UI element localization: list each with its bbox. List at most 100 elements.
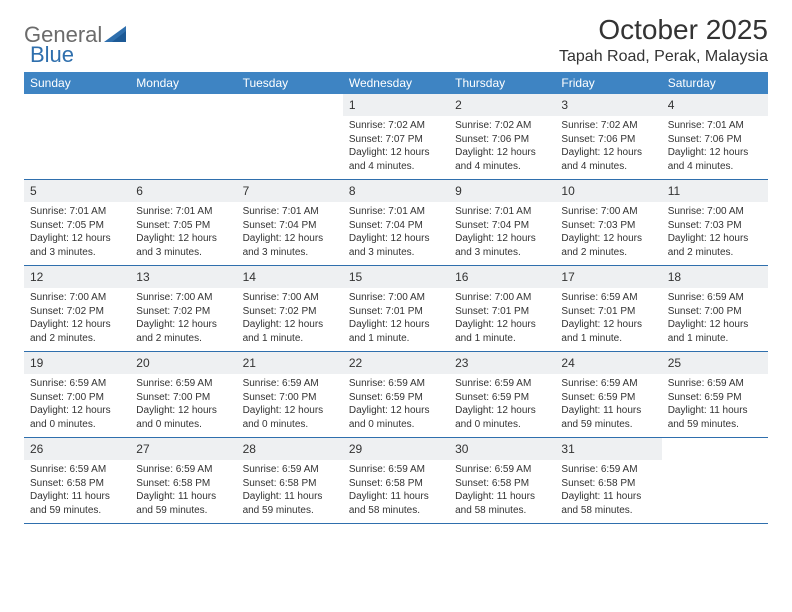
day-number: 7 [243, 184, 250, 198]
daynum-row: 22 [343, 352, 449, 374]
daynum-row: 10 [555, 180, 661, 202]
daynum-row: 4 [662, 94, 768, 116]
day-info: Sunrise: 7:00 AMSunset: 7:02 PMDaylight:… [136, 291, 230, 345]
day-info: Sunrise: 6:59 AMSunset: 7:01 PMDaylight:… [561, 291, 655, 345]
day-info: Sunrise: 6:59 AMSunset: 6:59 PMDaylight:… [561, 377, 655, 431]
calendar-cell: 3 Sunrise: 7:02 AMSunset: 7:06 PMDaylight… [555, 94, 661, 179]
day-info: Sunrise: 6:59 AMSunset: 6:59 PMDaylight:… [349, 377, 443, 431]
daynum-row: 14 [237, 266, 343, 288]
day-number: 8 [349, 184, 356, 198]
day-info: Sunrise: 6:59 AMSunset: 6:58 PMDaylight:… [243, 463, 337, 517]
day-info: Sunrise: 7:01 AMSunset: 7:05 PMDaylight:… [30, 205, 124, 259]
daynum-row: 31 [555, 438, 661, 460]
calendar-cell: 25Sunrise: 6:59 AMSunset: 6:59 PMDayligh… [662, 352, 768, 437]
day-info: Sunrise: 6:59 AMSunset: 6:58 PMDaylight:… [349, 463, 443, 517]
calendar-cell: 4 Sunrise: 7:01 AMSunset: 7:06 PMDaylight… [662, 94, 768, 179]
day-number: 26 [30, 442, 43, 456]
day-info: Sunrise: 6:59 AMSunset: 7:00 PMDaylight:… [243, 377, 337, 431]
weekday-label: Monday [130, 72, 236, 94]
day-number: 21 [243, 356, 256, 370]
day-number: 28 [243, 442, 256, 456]
daynum-row: 21 [237, 352, 343, 374]
calendar-cell: 31 Sunrise: 6:59 AMSunset: 6:58 PMDayligh… [555, 438, 661, 523]
daynum-row: 27 [130, 438, 236, 460]
day-number: 22 [349, 356, 362, 370]
weeks-container: 1Sunrise: 7:02 AMSunset: 7:07 PMDaylight… [24, 94, 768, 524]
logo-triangle-icon [104, 24, 126, 47]
day-info: Sunrise: 6:59 AMSunset: 6:58 PMDaylight:… [455, 463, 549, 517]
weekday-label: Tuesday [237, 72, 343, 94]
day-number: 3 [561, 98, 568, 112]
daynum-row: 29 [343, 438, 449, 460]
daynum-row: 5 [24, 180, 130, 202]
day-info: Sunrise: 7:02 AMSunset: 7:06 PMDaylight:… [455, 119, 549, 173]
daynum-row: 2 [449, 94, 555, 116]
calendar-cell: 29 Sunrise: 6:59 AMSunset: 6:58 PMDayligh… [343, 438, 449, 523]
day-info: Sunrise: 6:59 AMSunset: 6:58 PMDaylight:… [30, 463, 124, 517]
calendar-week: 1Sunrise: 7:02 AMSunset: 7:07 PMDaylight… [24, 94, 768, 180]
day-info: Sunrise: 7:01 AMSunset: 7:06 PMDaylight:… [668, 119, 762, 173]
daynum-row: 13 [130, 266, 236, 288]
title-block: October 2025 Tapah Road, Perak, Malaysia [559, 14, 768, 66]
day-number: 6 [136, 184, 143, 198]
day-info: Sunrise: 7:01 AMSunset: 7:05 PMDaylight:… [136, 205, 230, 259]
day-info: Sunrise: 7:00 AMSunset: 7:01 PMDaylight:… [349, 291, 443, 345]
calendar-cell: 30Sunrise: 6:59 AMSunset: 6:58 PMDayligh… [449, 438, 555, 523]
calendar-cell: 28 Sunrise: 6:59 AMSunset: 6:58 PMDayligh… [237, 438, 343, 523]
daynum-row: 24 [555, 352, 661, 374]
daynum-row: 6 [130, 180, 236, 202]
day-info: Sunrise: 6:59 AMSunset: 6:59 PMDaylight:… [455, 377, 549, 431]
day-number: 25 [668, 356, 681, 370]
daynum-row: 16 [449, 266, 555, 288]
calendar-cell: 18Sunrise: 6:59 AMSunset: 7:00 PMDayligh… [662, 266, 768, 351]
day-info: Sunrise: 7:02 AMSunset: 7:07 PMDaylight:… [349, 119, 443, 173]
calendar-cell: 12Sunrise: 7:00 AMSunset: 7:02 PMDayligh… [24, 266, 130, 351]
day-number: 16 [455, 270, 468, 284]
day-info: Sunrise: 7:00 AMSunset: 7:03 PMDaylight:… [561, 205, 655, 259]
day-number: 20 [136, 356, 149, 370]
daynum-row: 19 [24, 352, 130, 374]
calendar-cell: 24 Sunrise: 6:59 AMSunset: 6:59 PMDayligh… [555, 352, 661, 437]
daynum-row: 12 [24, 266, 130, 288]
calendar-cell [24, 94, 130, 179]
calendar-cell: 27 Sunrise: 6:59 AMSunset: 6:58 PMDayligh… [130, 438, 236, 523]
day-info: Sunrise: 6:59 AMSunset: 6:58 PMDaylight:… [136, 463, 230, 517]
day-info: Sunrise: 6:59 AMSunset: 7:00 PMDaylight:… [30, 377, 124, 431]
day-number: 18 [668, 270, 681, 284]
day-number: 5 [30, 184, 37, 198]
calendar-cell: 21 Sunrise: 6:59 AMSunset: 7:00 PMDayligh… [237, 352, 343, 437]
calendar-cell: 10 Sunrise: 7:00 AMSunset: 7:03 PMDayligh… [555, 180, 661, 265]
day-number: 31 [561, 442, 574, 456]
day-info: Sunrise: 7:01 AMSunset: 7:04 PMDaylight:… [349, 205, 443, 259]
weekday-label: Friday [555, 72, 661, 94]
calendar-cell: 15Sunrise: 7:00 AMSunset: 7:01 PMDayligh… [343, 266, 449, 351]
day-number: 27 [136, 442, 149, 456]
weekday-label: Thursday [449, 72, 555, 94]
day-info: Sunrise: 6:59 AMSunset: 6:58 PMDaylight:… [561, 463, 655, 517]
calendar-cell: 6 Sunrise: 7:01 AMSunset: 7:05 PMDaylight… [130, 180, 236, 265]
day-info: Sunrise: 7:01 AMSunset: 7:04 PMDaylight:… [455, 205, 549, 259]
day-number: 24 [561, 356, 574, 370]
calendar-cell: 13 Sunrise: 7:00 AMSunset: 7:02 PMDayligh… [130, 266, 236, 351]
day-number: 11 [668, 184, 680, 198]
calendar-cell: 17Sunrise: 6:59 AMSunset: 7:01 PMDayligh… [555, 266, 661, 351]
daynum-row: 3 [555, 94, 661, 116]
daynum-row: 26 [24, 438, 130, 460]
day-info: Sunrise: 7:01 AMSunset: 7:04 PMDaylight:… [243, 205, 337, 259]
day-number: 14 [243, 270, 256, 284]
daynum-row: 8 [343, 180, 449, 202]
calendar-cell [130, 94, 236, 179]
header: General October 2025 Tapah Road, Perak, … [24, 14, 768, 66]
location-text: Tapah Road, Perak, Malaysia [559, 48, 768, 66]
day-number: 12 [30, 270, 43, 284]
daynum-row: 18 [662, 266, 768, 288]
calendar-cell [237, 94, 343, 179]
calendar-cell: 16Sunrise: 7:00 AMSunset: 7:01 PMDayligh… [449, 266, 555, 351]
day-info: Sunrise: 7:02 AMSunset: 7:06 PMDaylight:… [561, 119, 655, 173]
daynum-row: 25 [662, 352, 768, 374]
weekday-label: Saturday [662, 72, 768, 94]
calendar-cell: 19 Sunrise: 6:59 AMSunset: 7:00 PMDayligh… [24, 352, 130, 437]
day-number: 23 [455, 356, 468, 370]
logo-word2: Blue [30, 42, 74, 67]
daynum-row: 20 [130, 352, 236, 374]
